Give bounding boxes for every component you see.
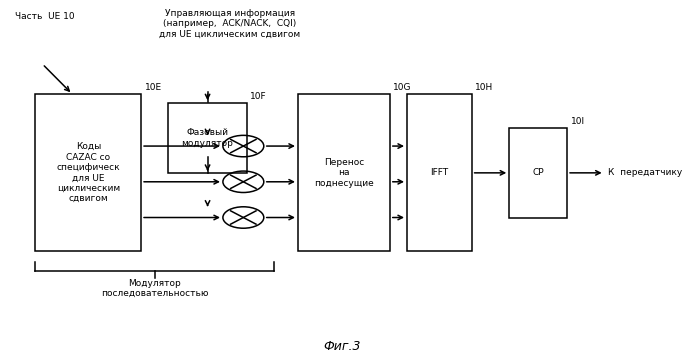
Text: 10H: 10H: [475, 84, 493, 93]
Text: Модулятор
последовательностью: Модулятор последовательностью: [101, 279, 208, 298]
Text: 10F: 10F: [250, 93, 267, 102]
Bar: [298, 94, 390, 251]
Text: CP: CP: [533, 168, 544, 177]
Text: 10E: 10E: [145, 84, 161, 93]
Bar: [36, 94, 141, 251]
Text: Коды
CAZAC со
специфическ
для UE
циклическим
сдвигом: Коды CAZAC со специфическ для UE цикличе…: [57, 142, 120, 203]
Text: Фазовый
модулятор: Фазовый модулятор: [182, 128, 233, 148]
Text: 10I: 10I: [570, 117, 584, 126]
Bar: [407, 94, 472, 251]
Text: Часть  UE 10: Часть UE 10: [15, 12, 75, 21]
Bar: [168, 103, 247, 173]
Text: К  передатчику: К передатчику: [608, 168, 682, 177]
Text: Фиг.3: Фиг.3: [324, 340, 361, 353]
Text: IFFT: IFFT: [430, 168, 448, 177]
Bar: [509, 128, 567, 217]
Text: Управляющая информация
(например,  ACK/NACK,  CQI)
для UE циклическим сдвигом: Управляющая информация (например, ACK/NA…: [159, 9, 301, 38]
Text: 10G: 10G: [394, 84, 412, 93]
Text: Перенос
на
поднесущие: Перенос на поднесущие: [314, 158, 374, 188]
